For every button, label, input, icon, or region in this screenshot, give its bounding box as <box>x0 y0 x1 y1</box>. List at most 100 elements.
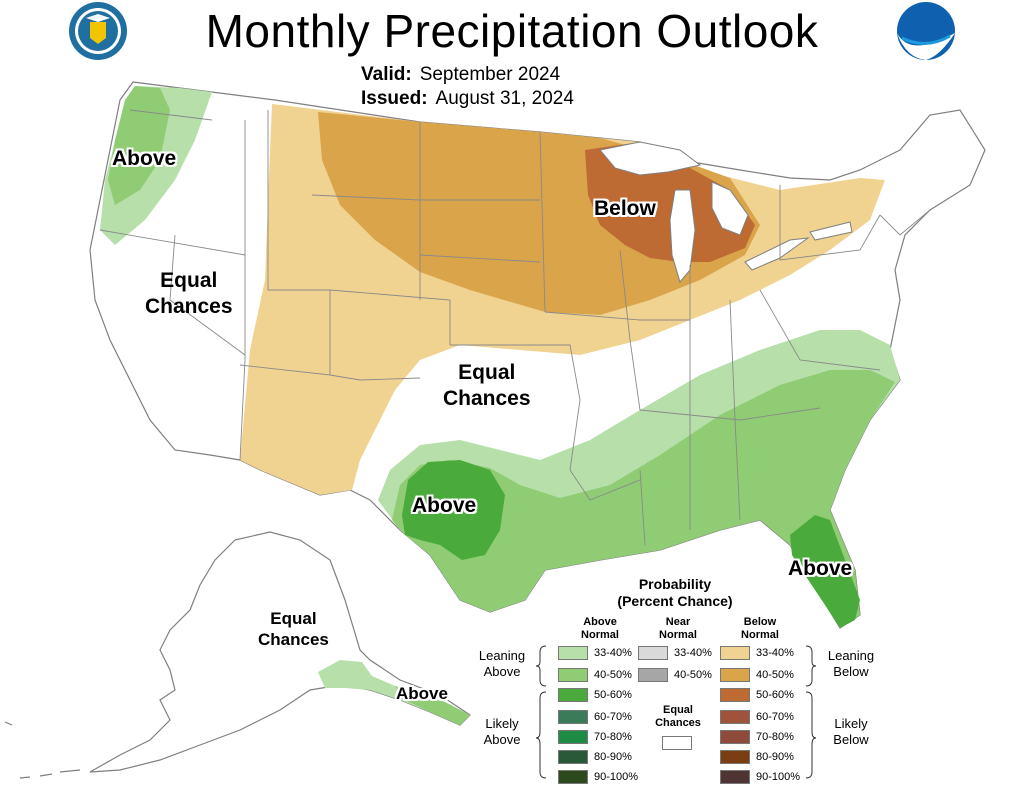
label-central-equal-chances: Equal Chances <box>443 360 531 412</box>
legend-below-swatch <box>720 750 750 764</box>
above-50-60-texas <box>402 460 505 560</box>
legend-below-label: 70-80% <box>756 731 794 743</box>
legend-above-swatch <box>558 730 588 744</box>
probability-legend: Probability (Percent Chance) Above Norma… <box>470 576 890 786</box>
noaa-logo-icon <box>897 2 955 60</box>
above-50-60-florida <box>790 515 860 628</box>
legend-above-head-line2: Normal <box>581 629 619 641</box>
legend-title-line2: (Percent Chance) <box>617 593 733 609</box>
issued-label: Issued: <box>361 88 428 109</box>
legend-above-head-line1: Above <box>583 616 617 628</box>
legend-above-label: 50-60% <box>594 689 632 701</box>
page-title: Monthly Precipitation Outlook <box>205 5 819 57</box>
legend-title-line1: Probability <box>638 576 712 592</box>
legend-above-swatch <box>558 668 588 682</box>
legend-below-swatch <box>720 668 750 682</box>
alaska-landmass <box>89 531 471 773</box>
legend-below-swatch <box>720 730 750 744</box>
legend-below-label: 90-100% <box>756 771 801 783</box>
aleutian-islands <box>4 721 81 779</box>
legend-likely-above: Likely Above <box>470 716 534 748</box>
state-borders <box>99 109 931 546</box>
legend-leaning-below-line2: Below <box>833 664 869 679</box>
legend-above-label: 70-80% <box>594 731 632 743</box>
legend-below-label: 60-70% <box>756 711 794 723</box>
legend-below-label: 40-50% <box>756 669 794 681</box>
legend-right-braces <box>805 645 817 779</box>
legend-below-label: 50-60% <box>756 689 794 701</box>
label-central-equal-line2: Chances <box>443 387 531 410</box>
issued-value: August 31, 2024 <box>435 88 574 109</box>
legend-below-label: 33-40% <box>756 647 794 659</box>
legend-leaning-below: Leaning Below <box>816 648 886 680</box>
label-alaska-equal-line1: Equal <box>270 609 317 628</box>
label-alaska-above: Above <box>396 684 448 703</box>
legend-near-normal-header: Near Normal <box>648 616 708 642</box>
legend-above-swatch <box>558 750 588 764</box>
label-pnw-above: Above <box>112 147 177 170</box>
legend-below-swatch <box>720 688 750 702</box>
legend-near-head-line2: Normal <box>659 629 697 641</box>
lake-superior <box>599 141 702 176</box>
legend-leaning-above-line2: Above <box>483 664 521 679</box>
legend-above-label: 60-70% <box>594 711 632 723</box>
legend-likely-above-line2: Above <box>483 732 521 747</box>
legend-above-normal-header: Above Normal <box>570 616 630 642</box>
label-alaska-equal-chances: Equal Chances <box>258 608 329 650</box>
alaska-above-40-50 <box>395 686 470 725</box>
legend-leaning-above-line1: Leaning <box>478 648 526 663</box>
valid-row: Valid: September 2024 <box>361 64 560 86</box>
label-west-equal-line1: Equal <box>160 269 218 292</box>
legend-above-swatch <box>558 688 588 702</box>
label-alaska-equal-line2: Chances <box>258 630 329 649</box>
legend-above-label: 33-40% <box>594 647 632 659</box>
legend-above-label: 80-90% <box>594 751 632 763</box>
above-40-50-region <box>392 370 895 628</box>
legend-leaning-below-line1: Leaning <box>827 648 875 663</box>
legend-above-label: 90-100% <box>594 771 639 783</box>
valid-value: September 2024 <box>419 64 561 85</box>
label-west-equal-line2: Chances <box>145 295 233 318</box>
legend-below-head-line2: Normal <box>741 629 779 641</box>
legend-equal-line1: Equal <box>663 704 693 716</box>
label-texas-above: Above <box>412 494 477 517</box>
legend-above-label: 40-50% <box>594 669 632 681</box>
lake-ontario <box>809 221 853 241</box>
legend-near-label: 40-50% <box>674 669 712 681</box>
legend-likely-above-line1: Likely <box>485 716 519 731</box>
legend-below-swatch <box>720 770 750 784</box>
lake-huron <box>711 181 749 236</box>
above-40-50-pnw <box>108 86 170 205</box>
legend-likely-below-line2: Below <box>833 732 869 747</box>
label-central-equal-line1: Equal <box>458 361 516 384</box>
lake-erie <box>744 237 810 271</box>
legend-below-label: 80-90% <box>756 751 794 763</box>
legend-below-swatch <box>720 646 750 660</box>
legend-near-swatch <box>638 668 668 682</box>
label-north-below: Below <box>594 197 656 220</box>
legend-left-braces <box>535 645 547 779</box>
legend-below-normal-header: Below Normal <box>730 616 790 642</box>
legend-likely-below: Likely Below <box>816 716 886 748</box>
legend-leaning-above: Leaning Above <box>470 648 534 680</box>
lake-michigan <box>669 189 696 284</box>
issued-row: Issued: August 31, 2024 <box>361 88 574 110</box>
legend-title: Probability (Percent Chance) <box>590 576 760 610</box>
legend-near-head-line1: Near <box>665 616 691 628</box>
legend-above-swatch <box>558 710 588 724</box>
label-florida-above: Above <box>788 557 853 580</box>
legend-near-swatch <box>638 646 668 660</box>
legend-equal-chances: Equal Chances <box>648 704 708 730</box>
legend-below-swatch <box>720 710 750 724</box>
legend-below-head-line1: Below <box>743 616 777 628</box>
commerce-seal-icon <box>69 2 127 60</box>
legend-likely-below-line1: Likely <box>834 716 868 731</box>
legend-equal-line2: Chances <box>655 717 701 729</box>
legend-above-swatch <box>558 770 588 784</box>
legend-above-swatch <box>558 646 588 660</box>
legend-near-label: 33-40% <box>674 647 712 659</box>
legend-equal-chances-swatch <box>662 736 692 750</box>
label-west-equal-chances: Equal Chances <box>145 268 233 320</box>
valid-label: Valid: <box>361 64 412 85</box>
